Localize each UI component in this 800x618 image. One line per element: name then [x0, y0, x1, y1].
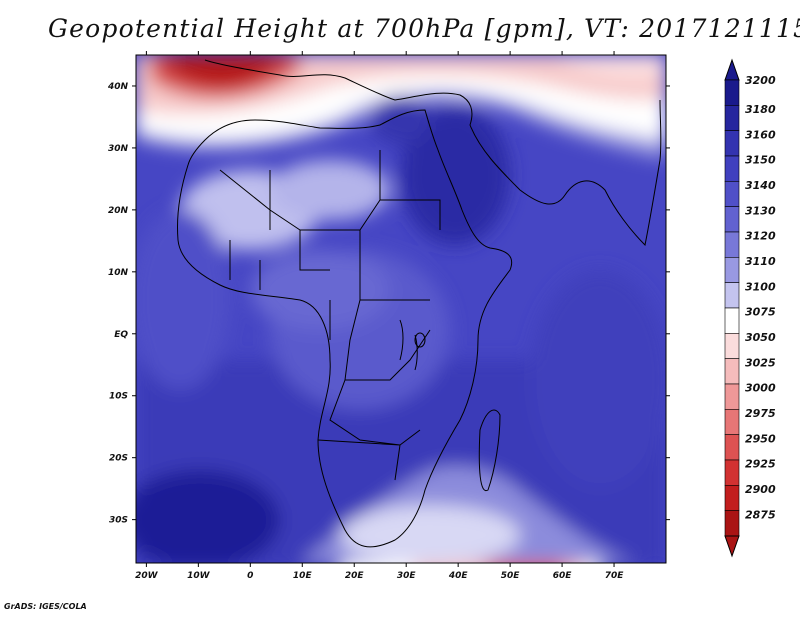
colorbar-swatch [724, 358, 740, 385]
lon-tick-label: 40E [448, 571, 469, 581]
colorbar-label: 2975 [745, 407, 776, 420]
colorbar-top-arrow [724, 58, 740, 81]
colorbar-label: 3180 [745, 103, 776, 116]
lon-tick-label: 0 [247, 571, 253, 581]
lat-tick-label: 10S [109, 392, 128, 402]
lat-tick-label: 20S [109, 454, 128, 464]
lon-tick-label: 10W [187, 571, 211, 581]
lat-tick-label: EQ [114, 330, 128, 340]
colorbar-swatch [724, 181, 740, 207]
coastlines [177, 59, 662, 548]
colorbar-bottom-arrow [724, 535, 740, 558]
plot-frame [135, 54, 667, 564]
colorbar-label: 3130 [745, 204, 776, 217]
colorbar-swatch [724, 206, 740, 233]
colorbar-label: 3200 [745, 74, 776, 87]
latitude-axis: 40N 30N 20N 10N EQ 10S 20S 30S [107, 82, 670, 526]
height-field [136, 55, 666, 563]
longitude-axis: 20W 10W 0 10E 20E 30E 40E 50E 60E 70E [135, 51, 624, 581]
colorbar: 3200 3180 3160 3150 3140 3130 3120 3110 3100 3075… [724, 58, 776, 558]
colorbar-label: 3150 [745, 154, 776, 167]
colorbar-label: 2875 [745, 508, 776, 521]
colorbar-label: 3000 [745, 382, 776, 395]
lon-tick-label: 70E [605, 571, 625, 581]
colorbar-label: 3120 [745, 230, 776, 243]
lat-tick-label: 40N [107, 82, 129, 92]
lon-tick-label: 20E [345, 571, 365, 581]
colorbar-swatch [724, 434, 740, 461]
colorbar-swatch [724, 79, 740, 106]
colorbar-swatch [724, 105, 740, 131]
colorbar-swatch [724, 231, 740, 258]
lon-tick-label: 20W [135, 571, 159, 581]
colorbar-label: 2950 [745, 432, 776, 445]
colorbar-label: 2900 [745, 483, 776, 496]
colorbar-swatch [724, 510, 740, 537]
lat-tick-label: 20N [108, 206, 129, 216]
colorbar-swatch [724, 383, 740, 410]
colorbar-swatch [724, 130, 740, 157]
colorbar-label: 3140 [745, 179, 776, 192]
colorbar-label: 3110 [745, 255, 776, 268]
colorbar-label: 3160 [745, 128, 776, 141]
lon-tick-label: 60E [553, 571, 573, 581]
colorbar-swatch [724, 459, 740, 486]
colorbar-swatch [724, 333, 740, 359]
lon-tick-label: 10E [293, 571, 313, 581]
colorbar-swatch [724, 485, 740, 511]
colorbar-label: 3075 [745, 306, 776, 319]
colorbar-swatch [724, 282, 740, 309]
lon-tick-label: 30E [397, 571, 417, 581]
colorbar-label: 2925 [745, 458, 776, 471]
colorbar-label: 3100 [745, 280, 776, 293]
colorbar-swatch [724, 155, 740, 182]
lat-tick-label: 30N [108, 144, 129, 154]
lat-tick-label: 30S [109, 516, 128, 526]
grads-credit: GrADS: IGES/COLA [4, 602, 87, 611]
colorbar-label: 3025 [745, 356, 776, 369]
colorbar-swatch [724, 307, 740, 334]
lon-tick-label: 50E [501, 571, 521, 581]
colorbar-label: 3050 [745, 331, 776, 344]
lat-tick-label: 10N [108, 268, 129, 278]
colorbar-swatch [724, 257, 740, 283]
colorbar-swatch [724, 409, 740, 435]
map-title: Geopotential Height at 700hPa [gpm], VT:… [48, 14, 800, 43]
